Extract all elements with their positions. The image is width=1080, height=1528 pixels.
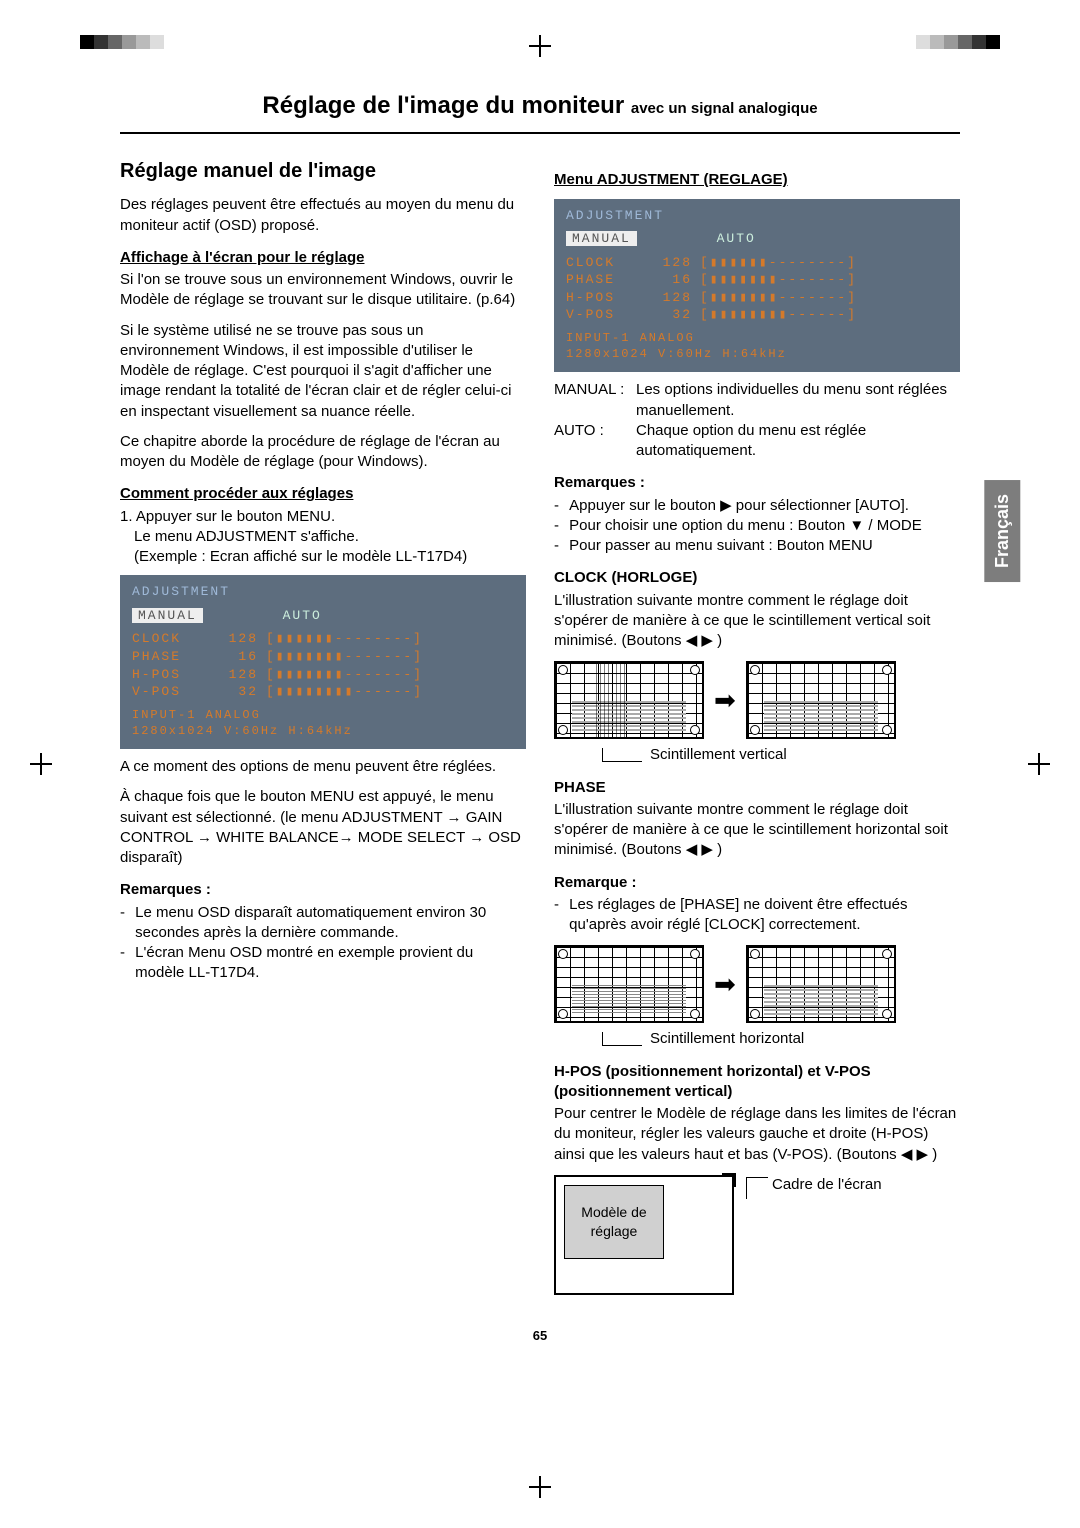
intro-text: Des réglages peuvent être effectués au m…: [120, 195, 526, 236]
arrow-right-icon: ➡: [714, 967, 736, 1002]
page-number: 65: [120, 1327, 960, 1345]
diagram-caption: Scintillement horizontal: [650, 1029, 804, 1049]
body-text: Pour centrer le Modèle de réglage dans l…: [554, 1104, 960, 1165]
osd-tab-auto: AUTO: [283, 608, 322, 623]
title-main: Réglage de l'image du moniteur: [262, 92, 624, 119]
def-key: MANUAL :: [554, 380, 630, 421]
osd-footer-line: INPUT-1 ANALOG: [566, 330, 948, 346]
list-item: Les réglages de [PHASE] ne doivent être …: [554, 895, 960, 936]
callout-line: [602, 748, 642, 762]
osd-title: ADJUSTMENT: [566, 207, 948, 225]
osd-tab-auto: AUTO: [717, 231, 756, 246]
list-item: Pour choisir une option du menu : Bouton…: [554, 516, 960, 536]
arrow-right-icon: ➡: [714, 683, 736, 718]
subhead-remarques: Remarques :: [120, 880, 526, 900]
diagram-panel-clean: [746, 661, 896, 739]
subhead-hpos-vpos: H-POS (positionnement horizontal) et V-P…: [554, 1062, 960, 1103]
body-text: A ce moment des options de menu peuvent …: [120, 757, 526, 777]
def-value: Chaque option du menu est réglée automat…: [636, 421, 960, 462]
subhead-proceder: Comment procéder aux réglages: [120, 484, 526, 504]
page-title: Réglage de l'image du moniteur avec un s…: [120, 90, 960, 134]
subhead-remarque-single: Remarque :: [554, 873, 960, 893]
cadre-label: Cadre de l'écran: [772, 1175, 882, 1195]
subhead-affichage: Affichage à l'écran pour le réglage: [120, 248, 526, 268]
body-text: L'illustration suivante montre comment l…: [554, 800, 960, 861]
section-heading: Réglage manuel de l'image: [120, 158, 526, 185]
subhead-remarques: Remarques :: [554, 473, 960, 493]
diagram-panel-flicker: [554, 945, 704, 1023]
osd-footer-line: INPUT-1 ANALOG: [132, 707, 514, 723]
subhead-menu-adjustment: Menu ADJUSTMENT (REGLAGE): [554, 170, 960, 190]
osd-footer-line: 1280x1024 V:60Hz H:64kHz: [132, 723, 514, 739]
callout-line: [602, 1032, 642, 1046]
osd-screenshot: ADJUSTMENT MANUAL AUTO CLOCK128[▮▮▮▮▮▮--…: [120, 575, 526, 749]
body-text: Ce chapitre aborde la procédure de régla…: [120, 432, 526, 473]
osd-title: ADJUSTMENT: [132, 583, 514, 601]
body-text: L'illustration suivante montre comment l…: [554, 591, 960, 652]
diagram-caption: Scintillement vertical: [650, 745, 787, 765]
definition-row: AUTO : Chaque option du menu est réglée …: [554, 421, 960, 462]
definition-row: MANUAL : Les options individuelles du me…: [554, 380, 960, 421]
osd-footer-line: 1280x1024 V:60Hz H:64kHz: [566, 346, 948, 362]
left-column: Réglage manuel de l'image Des réglages p…: [120, 158, 526, 1302]
list-item: L'écran Menu OSD montré en exemple provi…: [120, 943, 526, 984]
hpos-vpos-diagram: Modèle de réglage Cadre de l'écran: [554, 1175, 960, 1295]
body-text: À chaque fois que le bouton MENU est app…: [120, 787, 526, 868]
crop-marks-bottom: [0, 1476, 1080, 1498]
model-box: Modèle de réglage: [564, 1185, 664, 1259]
body-text: Le menu ADJUSTMENT s'affiche.: [134, 527, 526, 547]
clock-diagram: ➡: [554, 661, 960, 739]
def-value: Les options individuelles du menu sont r…: [636, 380, 960, 421]
diagram-panel-clean: [746, 945, 896, 1023]
body-text: Si le système utilisé ne se trouve pas s…: [120, 321, 526, 422]
list-item: Le menu OSD disparaît automatiquement en…: [120, 903, 526, 944]
diagram-panel-flicker: [554, 661, 704, 739]
list-item: Pour passer au menu suivant : Bouton MEN…: [554, 536, 960, 556]
body-text: Si l'on se trouve sous un environnement …: [120, 270, 526, 311]
screen-frame: Modèle de réglage: [554, 1175, 734, 1295]
body-text: 1. Appuyer sur le bouton MENU.: [120, 507, 526, 527]
subhead-phase: PHASE: [554, 778, 960, 798]
phase-diagram: ➡: [554, 945, 960, 1023]
body-text: (Exemple : Ecran affiché sur le modèle L…: [134, 547, 526, 567]
right-column: Menu ADJUSTMENT (REGLAGE) ADJUSTMENT MAN…: [554, 158, 960, 1302]
osd-tab-manual: MANUAL: [566, 231, 637, 246]
callout-line: [746, 1177, 768, 1199]
def-key: AUTO :: [554, 421, 630, 462]
list-item: Appuyer sur le bouton ▶ pour sélectionne…: [554, 496, 960, 516]
registration-cross: [529, 1476, 551, 1498]
osd-tab-manual: MANUAL: [132, 608, 203, 623]
subhead-clock: CLOCK (HORLOGE): [554, 568, 960, 588]
title-sub: avec un signal analogique: [631, 100, 818, 117]
osd-screenshot: ADJUSTMENT MANUAL AUTO CLOCK128[▮▮▮▮▮▮--…: [554, 199, 960, 373]
